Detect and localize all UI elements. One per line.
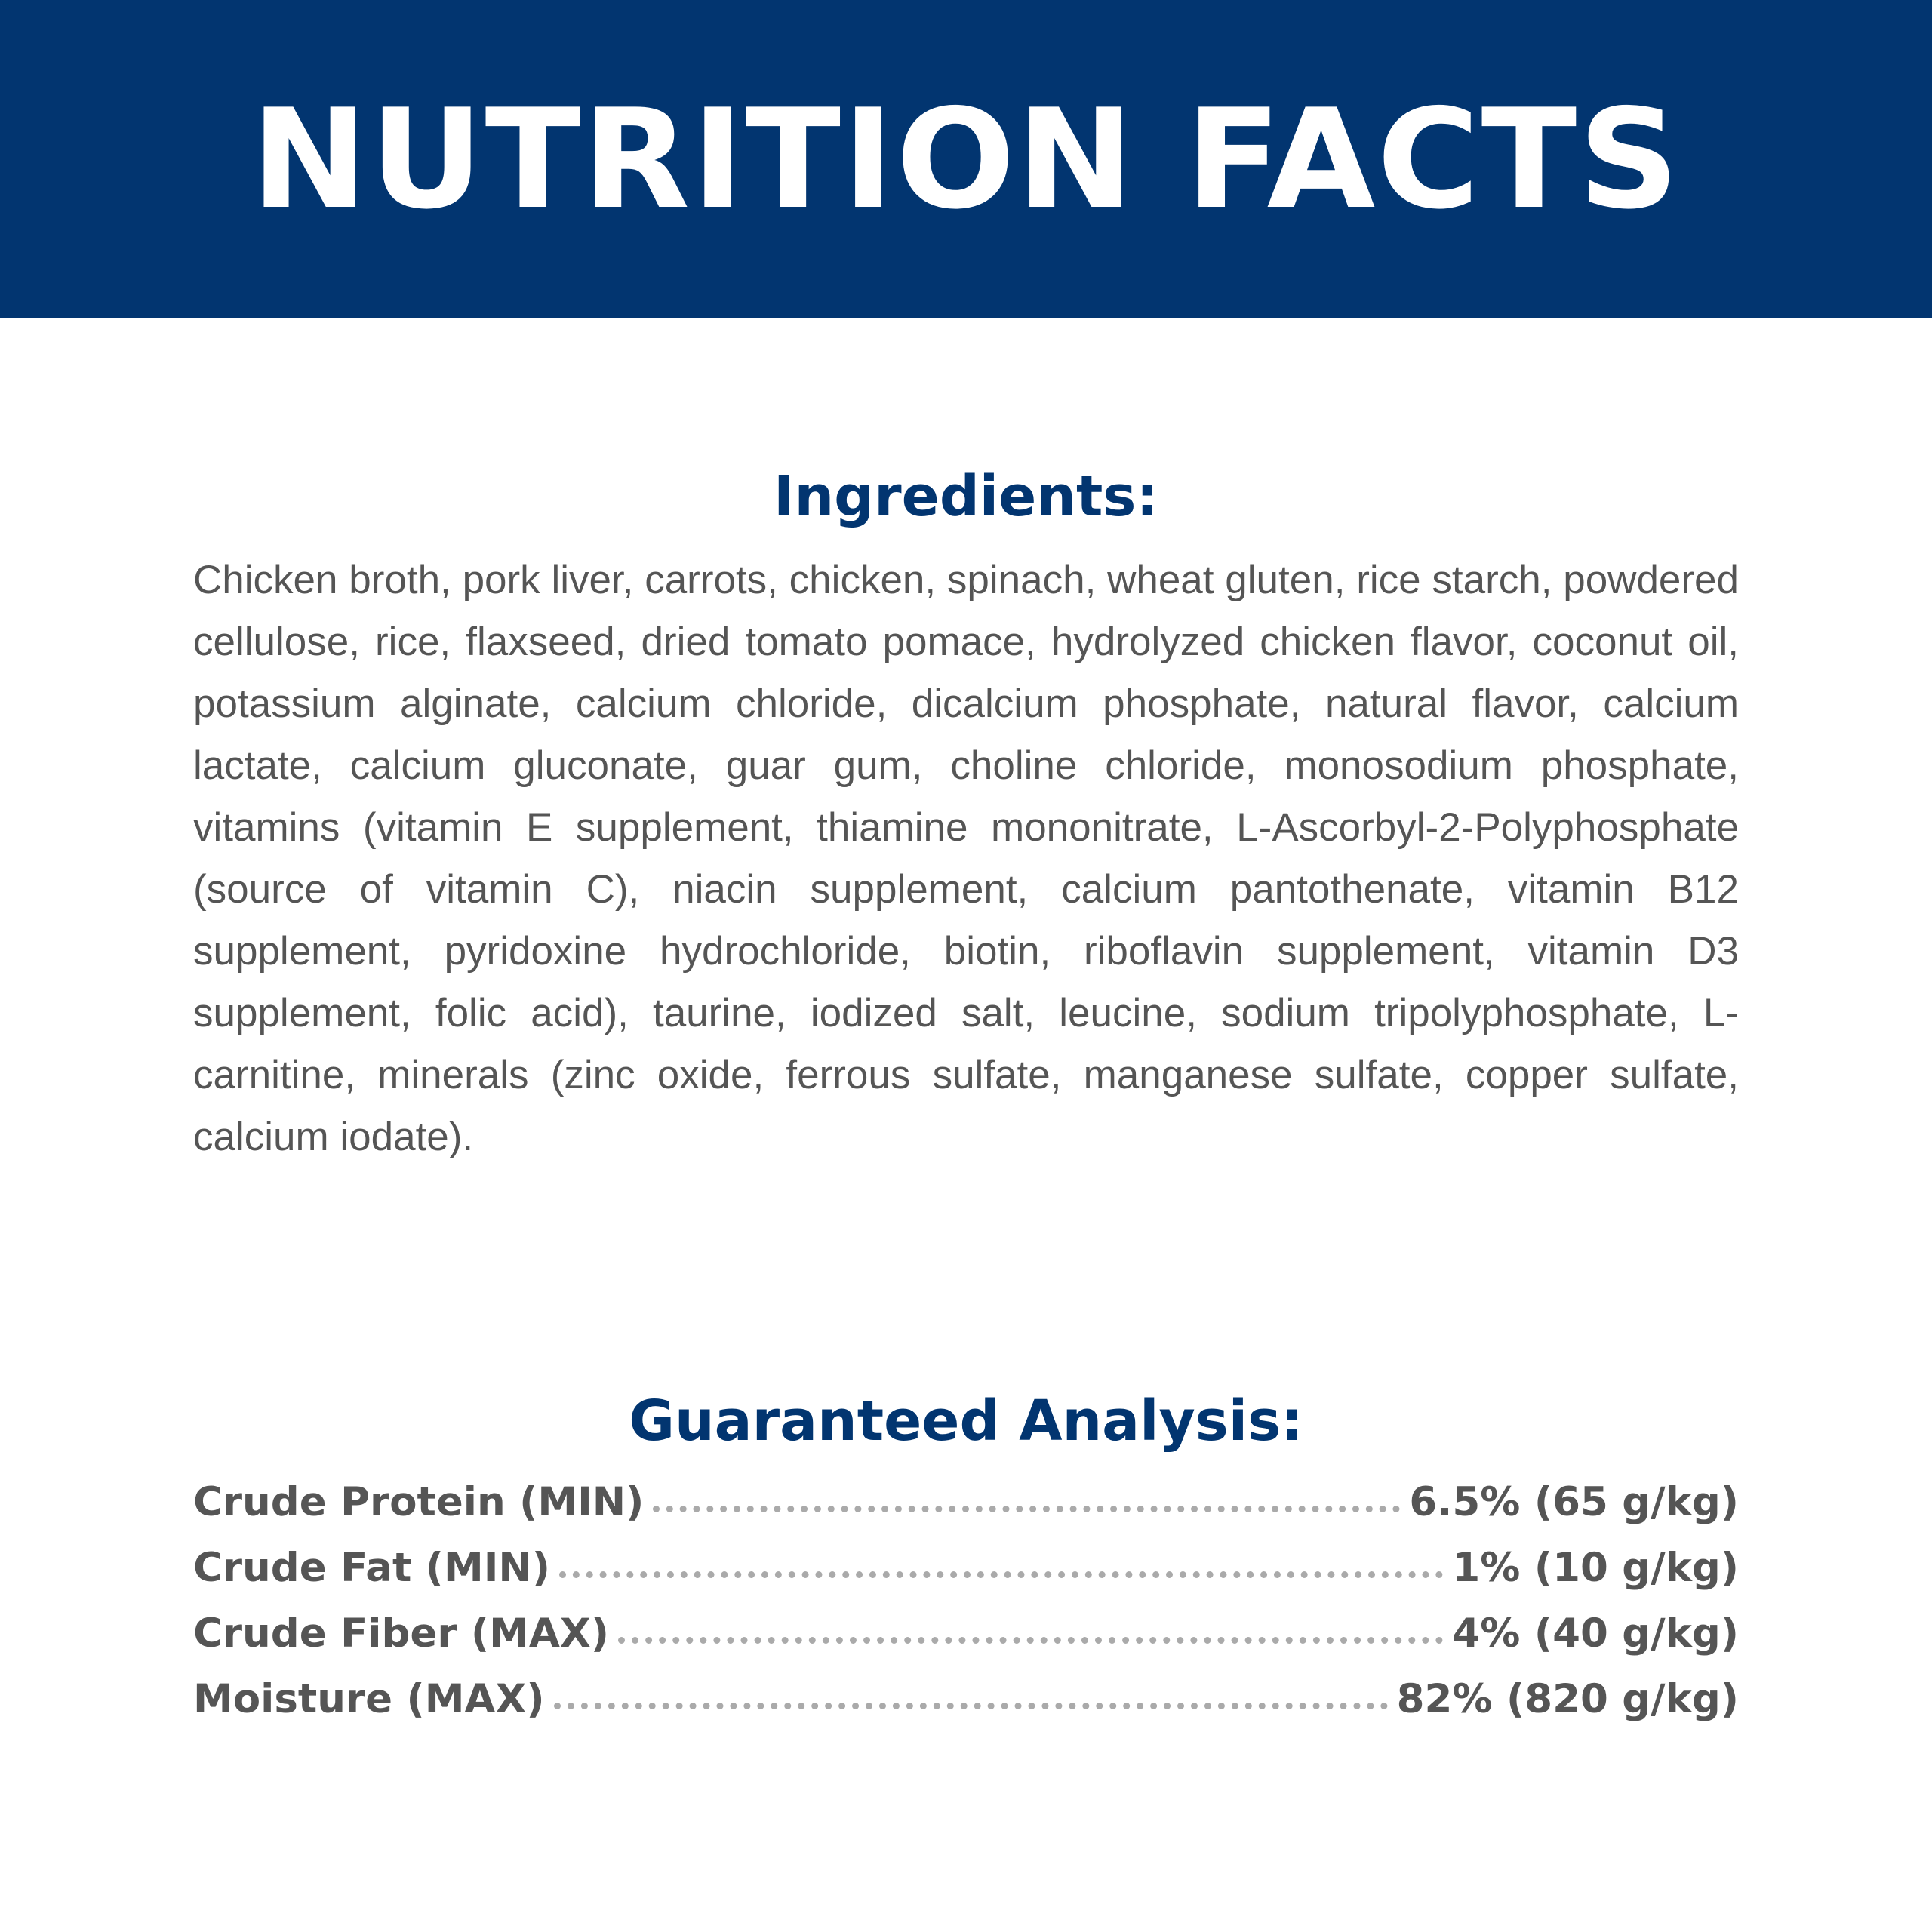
dot-leader	[559, 1571, 1444, 1578]
analysis-value: 82% (820 g/kg)	[1396, 1676, 1739, 1722]
dot-leader	[553, 1703, 1388, 1709]
dot-leader	[618, 1637, 1444, 1644]
analysis-row-crude-fat: Crude Fat (MIN) 1% (10 g/kg)	[193, 1545, 1739, 1611]
ingredients-text: Chicken broth, pork liver, carrots, chic…	[193, 558, 1739, 1159]
analysis-row-crude-fiber: Crude Fiber (MAX) 4% (40 g/kg)	[193, 1611, 1739, 1676]
ingredients-heading: Ingredients:	[773, 464, 1159, 529]
analysis-label: Moisture (MAX)	[193, 1676, 545, 1722]
analysis-row-crude-protein: Crude Protein (MIN) 6.5% (65 g/kg)	[193, 1479, 1739, 1545]
analysis-label: Crude Fat (MIN)	[193, 1545, 551, 1591]
analysis-row-moisture: Moisture (MAX) 82% (820 g/kg)	[193, 1676, 1739, 1742]
analysis-label: Crude Fiber (MAX)	[193, 1611, 610, 1657]
guaranteed-analysis-heading: Guaranteed Analysis:	[629, 1389, 1303, 1454]
analysis-value: 6.5% (65 g/kg)	[1409, 1479, 1739, 1525]
analysis-value: 1% (10 g/kg)	[1452, 1545, 1739, 1591]
analysis-value: 4% (40 g/kg)	[1452, 1611, 1739, 1657]
page-title: NUTRITION FACTS	[251, 78, 1681, 239]
header-banner: NUTRITION FACTS	[0, 0, 1932, 318]
dot-leader	[653, 1506, 1401, 1512]
guaranteed-analysis-table: Crude Protein (MIN) 6.5% (65 g/kg) Crude…	[193, 1479, 1739, 1742]
analysis-label: Crude Protein (MIN)	[193, 1479, 645, 1525]
